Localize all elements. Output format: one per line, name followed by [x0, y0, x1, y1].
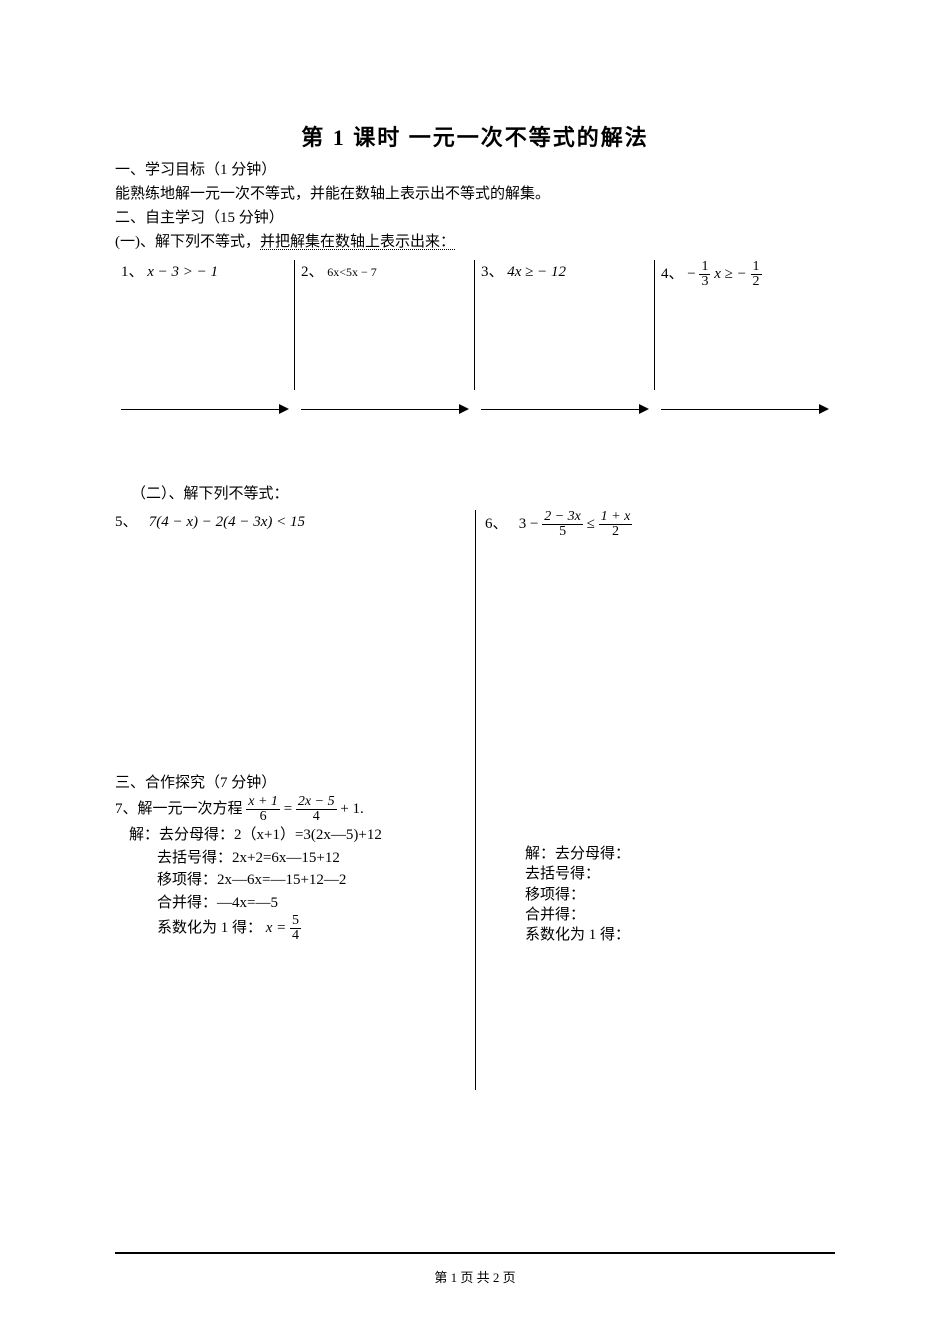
- right-steps: 解：去分母得： 去括号得： 移项得： 合并得： 系数化为 1 得：: [485, 844, 835, 945]
- q7-eq: =: [284, 801, 296, 817]
- problem-1: 1、 x − 3 > − 1: [121, 260, 289, 281]
- footer-page-number: 第 1 页 共 2 页: [0, 1267, 950, 1286]
- footer-divider: [115, 1252, 835, 1254]
- rstep-e: 系数化为 1 得：: [525, 925, 835, 945]
- problem-5: 5、 7(4 − x) − 2(4 − 3x) < 15: [115, 510, 465, 531]
- q4-frac1: 1 3: [699, 260, 710, 289]
- q2-expr: 6x<5x − 7: [327, 265, 377, 279]
- problem-7: 7、解一元一次方程 x + 1 6 = 2x − 5 4 + 1.: [115, 795, 465, 824]
- step-c: 移项得：2x—6x=—15+12—2: [115, 869, 465, 892]
- q6-f1-den: 5: [542, 524, 583, 539]
- arrow-icon: [279, 404, 289, 414]
- step-d: 合并得：—4x=—5: [115, 892, 465, 915]
- section2-heading: 二、自主学习（15 分钟）: [115, 206, 835, 230]
- section1-heading: 一、学习目标（1 分钟）: [115, 158, 835, 182]
- step-e-den: 4: [290, 928, 301, 943]
- q6-f2-den: 2: [599, 524, 633, 539]
- problem-3: 3、 4x ≥ − 12: [481, 260, 649, 281]
- step-e: 系数化为 1 得： x = 5 4: [115, 914, 465, 943]
- q6-label: 6、: [485, 516, 508, 532]
- q3-expr: 4x ≥ − 12: [507, 264, 566, 280]
- step-a: 解：去分母得：2（x+1）=3(2x—5)+12: [115, 824, 465, 847]
- q2-label: 2、: [301, 264, 324, 280]
- number-lines-row: [115, 399, 835, 427]
- q6-f2-num: 1 + x: [599, 510, 633, 524]
- problem-6: 6、 3 − 2 − 3x 5 ≤ 1 + x 2: [485, 510, 835, 539]
- q7-frac1: x + 1 6: [246, 795, 280, 824]
- q7-f1-den: 6: [246, 809, 280, 824]
- section2-sub1: (一)、解下列不等式，并把解集在数轴上表示出来：: [115, 230, 835, 254]
- q4-f1-num: 1: [699, 260, 710, 274]
- step-e-var: x =: [266, 920, 290, 936]
- q7-frac2: 2x − 5 4: [296, 795, 337, 824]
- sub1-prefix: (一)、解下列不等式，: [115, 234, 260, 250]
- q7-label: 7、解一元一次方程: [115, 801, 243, 817]
- q4-f1-den: 3: [699, 274, 710, 289]
- rstep-b: 去括号得：: [525, 864, 835, 884]
- q6-op: ≤: [587, 516, 599, 532]
- step-e-label: 系数化为 1 得：: [157, 920, 262, 936]
- arrow-icon: [639, 404, 649, 414]
- q4-label: 4、: [661, 266, 684, 282]
- step-e-frac: 5 4: [290, 914, 301, 943]
- number-line-2: [301, 399, 469, 419]
- q5-label: 5、: [115, 514, 138, 530]
- spacer: [115, 289, 835, 389]
- rstep-d: 合并得：: [525, 905, 835, 925]
- q5-expr: 7(4 − x) − 2(4 − 3x) < 15: [149, 514, 305, 530]
- sub1-dotted: 并把解集在数轴上表示出来：: [260, 234, 455, 250]
- q6-frac2: 1 + x 2: [599, 510, 633, 539]
- page-title: 第 1 课时 一元一次不等式的解法: [115, 120, 835, 152]
- q7-f2-den: 4: [296, 809, 337, 824]
- section2-sub2: （二）、解下列不等式：: [115, 482, 835, 506]
- section3-heading: 三、合作探究（7 分钟）: [115, 771, 465, 795]
- q6-lead: 3 −: [519, 516, 542, 532]
- arrow-icon: [819, 404, 829, 414]
- problems-5-6: 5、 7(4 − x) − 2(4 − 3x) < 15 三、合作探究（7 分钟…: [115, 510, 835, 945]
- q4-prefix: −: [687, 266, 695, 282]
- q4-mid: x ≥ −: [714, 266, 750, 282]
- q4-frac2: 1 2: [751, 260, 762, 289]
- q7-f1-num: x + 1: [246, 795, 280, 809]
- q3-label: 3、: [481, 264, 504, 280]
- number-line-3: [481, 399, 649, 419]
- q7-tail: + 1.: [340, 801, 363, 817]
- q6-frac1: 2 − 3x 5: [542, 510, 583, 539]
- problems-row-1: 1、 x − 3 > − 1 2、 6x<5x − 7 3、 4x ≥ − 12…: [115, 260, 835, 289]
- rstep-c: 移项得：: [525, 885, 835, 905]
- step-b: 去括号得：2x+2=6x—15+12: [115, 847, 465, 870]
- problem-2: 2、 6x<5x − 7: [301, 260, 469, 281]
- number-line-1: [121, 399, 289, 419]
- section1-text: 能熟练地解一元一次不等式，并能在数轴上表示出不等式的解集。: [115, 182, 835, 206]
- rstep-a: 解：去分母得：: [525, 844, 835, 864]
- q4-f2-den: 2: [751, 274, 762, 289]
- number-line-4: [661, 399, 829, 419]
- arrow-icon: [459, 404, 469, 414]
- problem-4: 4、 − 1 3 x ≥ − 1 2: [661, 260, 829, 289]
- q6-f1-num: 2 − 3x: [542, 510, 583, 524]
- q7-f2-num: 2x − 5: [296, 795, 337, 809]
- q1-label: 1、: [121, 264, 144, 280]
- q1-expr: x − 3 > − 1: [147, 264, 218, 280]
- q4-f2-num: 1: [751, 260, 762, 274]
- mid-divider: [475, 510, 476, 1090]
- step-e-num: 5: [290, 914, 301, 928]
